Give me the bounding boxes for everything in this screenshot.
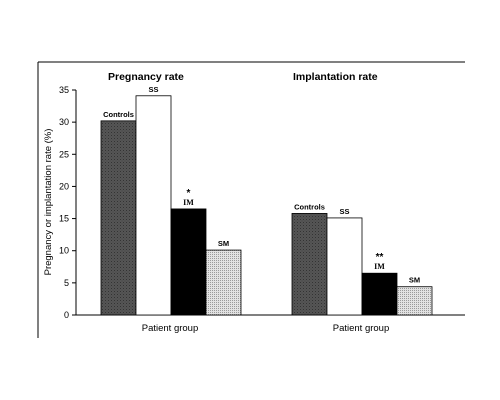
bar-label: IM bbox=[374, 262, 385, 271]
significance-marker: * bbox=[187, 188, 191, 199]
bar-label: SM bbox=[409, 276, 420, 285]
implantation-rate-title: Implantation rate bbox=[293, 71, 378, 83]
y-tick-label: 20 bbox=[59, 181, 69, 191]
bar-ss bbox=[326, 217, 363, 316]
y-tick-label: 15 bbox=[59, 214, 69, 224]
y-tick-label: 30 bbox=[59, 117, 69, 127]
y-axis-title: Pregnancy or implantation rate (%) bbox=[43, 129, 54, 276]
bar-im bbox=[361, 272, 398, 316]
bar-ss bbox=[135, 95, 172, 316]
y-tick-label: 0 bbox=[64, 310, 69, 320]
bar-label: IM bbox=[183, 198, 194, 207]
y-tick-label: 10 bbox=[59, 246, 69, 256]
pregnancy-rate-title: Pregnancy rate bbox=[108, 71, 184, 83]
y-tick-label: 25 bbox=[59, 149, 69, 159]
bar-im bbox=[170, 208, 207, 316]
bar-controls bbox=[291, 213, 328, 316]
bar-label: SS bbox=[339, 207, 349, 216]
pregnancy-rate-bars: Controls SS IM* SM bbox=[100, 85, 242, 316]
bar-sm bbox=[205, 249, 242, 316]
implantation-rate-bars: Controls SS IM** SM bbox=[291, 202, 433, 316]
bar-sm bbox=[396, 286, 433, 316]
pregnancy-rate-x-axis-title: Patient group bbox=[142, 323, 199, 334]
significance-marker: ** bbox=[376, 252, 384, 263]
y-axis-ticks: 0 5 10 15 20 25 30 35 bbox=[59, 85, 76, 320]
bar-controls bbox=[100, 120, 137, 316]
y-tick-label: 5 bbox=[64, 278, 69, 288]
bar-label: Controls bbox=[103, 110, 134, 119]
bar-label: SM bbox=[218, 239, 229, 248]
implantation-rate-x-axis-title: Patient group bbox=[333, 323, 390, 334]
y-tick-label: 35 bbox=[59, 85, 69, 95]
bar-label: Controls bbox=[294, 202, 325, 211]
bar-label: SS bbox=[148, 85, 158, 94]
